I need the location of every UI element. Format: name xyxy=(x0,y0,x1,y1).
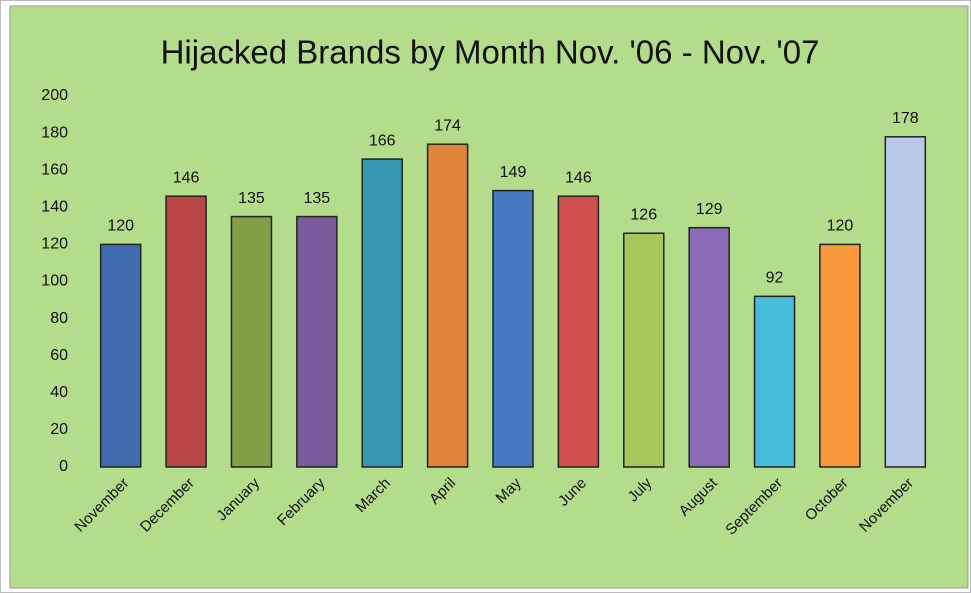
data-label: 174 xyxy=(434,117,461,134)
bar xyxy=(884,136,927,468)
y-tick-label: 20 xyxy=(50,421,68,438)
y-tick-label: 40 xyxy=(50,384,68,401)
data-label: 149 xyxy=(500,164,527,181)
bar xyxy=(753,295,796,468)
y-tick-label: 80 xyxy=(50,310,68,327)
y-tick-label: 60 xyxy=(50,347,68,364)
bar xyxy=(623,232,665,468)
bar xyxy=(492,189,534,468)
bar xyxy=(165,195,207,468)
data-label: 166 xyxy=(369,132,396,149)
bar xyxy=(426,143,469,468)
y-tick-label: 140 xyxy=(41,199,68,216)
data-label: 120 xyxy=(827,218,854,235)
y-tick-label: 100 xyxy=(41,273,68,290)
bar xyxy=(688,226,730,468)
bar xyxy=(230,215,273,468)
y-tick-label: 180 xyxy=(41,124,68,141)
y-tick-label: 120 xyxy=(41,236,68,253)
data-label: 146 xyxy=(173,169,200,186)
y-tick-label: 200 xyxy=(41,87,68,104)
data-label: 129 xyxy=(696,201,723,218)
chart-title: Hijacked Brands by Month Nov. '06 - Nov.… xyxy=(161,34,820,71)
data-label: 135 xyxy=(238,190,265,207)
data-label: 120 xyxy=(107,218,134,235)
bar xyxy=(557,195,600,468)
bar xyxy=(819,243,861,468)
bar xyxy=(99,243,142,468)
data-label: 92 xyxy=(766,270,784,287)
y-tick-label: 0 xyxy=(59,458,68,475)
data-label: 126 xyxy=(630,206,657,223)
bar xyxy=(296,215,338,468)
data-label: 146 xyxy=(565,169,592,186)
bar xyxy=(361,158,403,468)
data-label: 178 xyxy=(892,110,919,127)
data-label: 135 xyxy=(303,190,330,207)
y-tick-label: 160 xyxy=(41,161,68,178)
